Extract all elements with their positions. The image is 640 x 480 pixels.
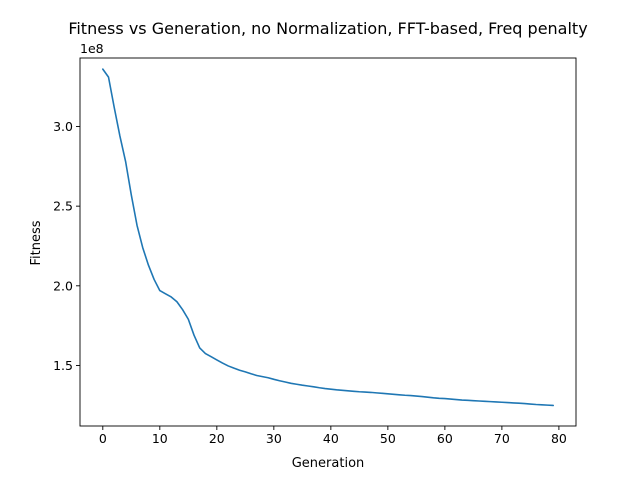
x-tick-label: 50	[380, 431, 396, 446]
y-axis-label: Fitness	[29, 220, 44, 265]
x-tick-label: 40	[323, 431, 339, 446]
x-tick-label: 0	[99, 431, 107, 446]
x-tick-label: 80	[551, 431, 567, 446]
x-tick-label: 70	[494, 431, 510, 446]
y-tick-label: 3.0	[53, 119, 73, 134]
x-tick-label: 30	[266, 431, 282, 446]
y-axis-offset-label: 1e8	[80, 41, 104, 56]
x-tick-label: 60	[437, 431, 453, 446]
y-tick-label: 1.5	[53, 358, 73, 373]
x-tick-label: 10	[152, 431, 168, 446]
axes-frame	[79, 57, 577, 427]
series-line-0	[102, 68, 555, 407]
chart-title: Fitness vs Generation, no Normalization,…	[68, 19, 587, 38]
x-axis-label: Generation	[292, 456, 365, 471]
plot-area: 0 10 20 30 40 50 60 70 80 1.5 2.0 2.5 3.0	[53, 57, 577, 446]
y-tick-label: 2.0	[53, 278, 73, 293]
y-tick-label: 2.5	[53, 199, 73, 214]
x-tick-label: 20	[209, 431, 225, 446]
